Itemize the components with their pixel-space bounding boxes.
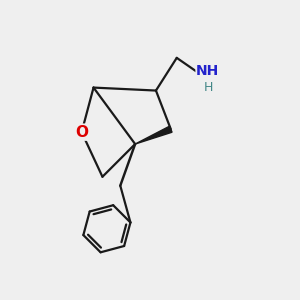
Text: O: O <box>75 125 88 140</box>
Text: H: H <box>203 81 213 94</box>
Text: NH: NH <box>196 64 219 78</box>
Polygon shape <box>135 126 172 144</box>
